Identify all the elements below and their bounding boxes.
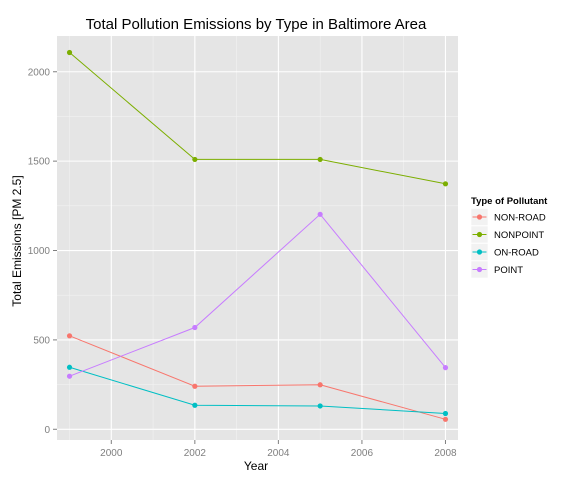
legend-title: Type of Pollutant: [471, 196, 548, 207]
x-tick-label: 2004: [267, 448, 290, 459]
data-point-non-road: [317, 382, 323, 388]
data-point-on-road: [317, 403, 323, 409]
y-tick-label: 0: [44, 425, 50, 436]
series-line-point: [69, 213, 446, 377]
data-point-point: [66, 373, 73, 379]
plot-area: 2000 2002 2004 2006 2008 0 500 1000 1500 2000: [28, 36, 458, 459]
data-point-point: [317, 211, 323, 217]
y-tick-label: 1000: [28, 246, 51, 257]
y-axis-label: Total Emissions [PM 2.5]: [10, 175, 24, 306]
legend-label-point: POINT: [494, 265, 523, 276]
x-tick-label: 2002: [184, 448, 207, 459]
y-tick-label: 1500: [28, 157, 51, 168]
data-point-nonpoint: [66, 49, 73, 56]
y-tick-label: 2000: [28, 67, 51, 78]
series-line-on-road: [69, 366, 446, 414]
legend: Type of Pollutant NON-ROAD NONPOINT ON-ROA…: [470, 196, 548, 279]
data-point-on-road: [66, 364, 73, 370]
series-line-non-road: [69, 335, 446, 420]
legend-key-point-on-road: [476, 249, 483, 255]
data-point-non-road: [192, 383, 198, 389]
data-point-nonpoint: [442, 181, 449, 187]
data-point-on-road: [192, 402, 198, 408]
x-tick-label: 2006: [351, 448, 374, 459]
y-tick-label: 500: [33, 335, 50, 346]
data-point-point: [192, 324, 198, 331]
x-tick-label: 2008: [434, 448, 457, 459]
legend-label-on-road: ON-ROAD: [494, 248, 539, 259]
data-point-nonpoint: [317, 156, 323, 163]
data-point-point: [442, 365, 449, 371]
legend-key-point-non-road: [476, 214, 483, 220]
data-point-nonpoint: [192, 156, 198, 163]
chart-title: Total Pollution Emissions by Type in Bal…: [86, 16, 427, 33]
panel-background: [57, 36, 458, 440]
x-axis-label: Year: [244, 459, 268, 473]
legend-label-non-road: NON-ROAD: [494, 213, 546, 224]
x-tick-label: 2000: [100, 448, 123, 459]
data-point-non-road: [442, 416, 449, 422]
legend-key-point-nonpoint: [476, 231, 483, 238]
data-point-on-road: [442, 410, 449, 417]
legend-label-nonpoint: NONPOINT: [494, 230, 544, 241]
series-line-nonpoint: [69, 52, 446, 185]
data-point-non-road: [66, 333, 73, 339]
legend-key-point-point: [476, 266, 483, 273]
